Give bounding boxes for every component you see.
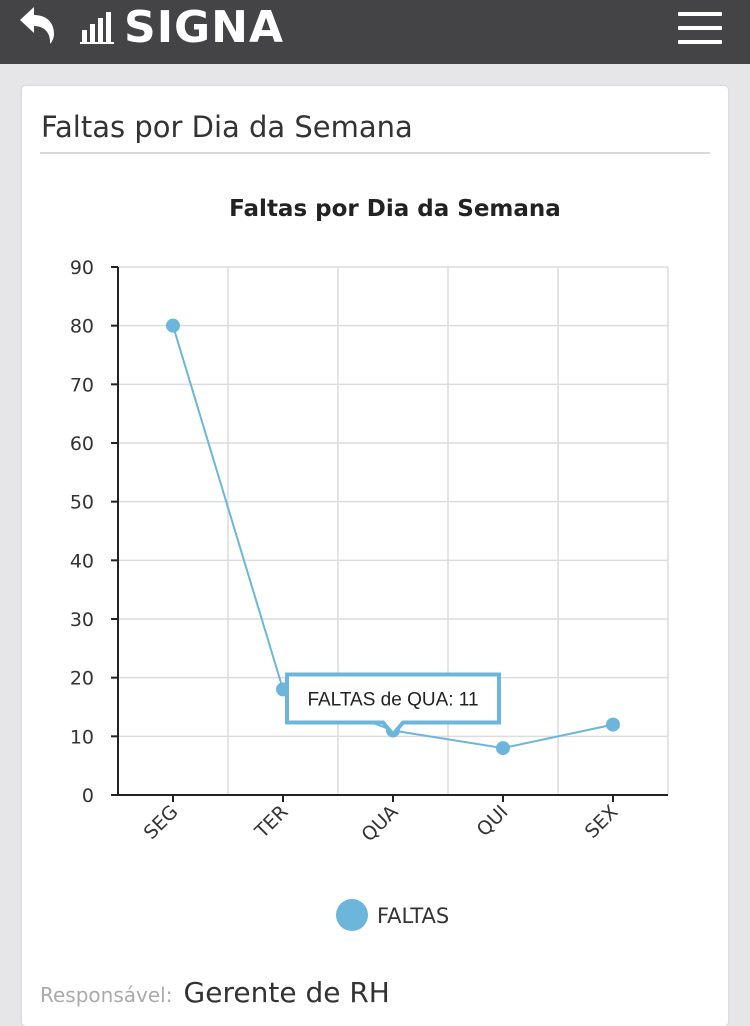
chart-grid xyxy=(118,266,669,795)
x-tick-label: SEX xyxy=(581,801,623,843)
data-point[interactable] xyxy=(606,717,620,732)
y-tick-label: 10 xyxy=(70,726,94,748)
y-axis-ticks: 0 10 20 30 40 50 60 70 80 90 xyxy=(70,257,118,807)
legend-marker[interactable] xyxy=(336,899,368,931)
chart-title: Faltas por Dia da Semana xyxy=(229,196,561,222)
responsible-label: Responsável: xyxy=(40,983,173,1007)
responsible-line: Responsável: Gerente de RH xyxy=(40,976,390,1009)
top-app-bar: SIGNA xyxy=(0,0,750,64)
x-tick-label: QUI xyxy=(473,801,513,841)
chart-tooltip: FALTAS de QUA: 11 xyxy=(285,672,501,738)
card-title: Faltas por Dia da Semana xyxy=(41,110,413,144)
app-logo: SIGNA xyxy=(80,1,285,53)
y-tick-label: 0 xyxy=(82,785,94,807)
data-point[interactable] xyxy=(496,741,510,756)
line-chart: Faltas por Dia da Semana 0 10 20 30 40 50 60 70… xyxy=(70,196,669,931)
bar-chart-logo-icon xyxy=(80,12,114,44)
responsible-value: Gerente de RH xyxy=(183,976,390,1009)
legend-label[interactable]: FALTAS xyxy=(377,904,449,928)
hamburger-menu-icon[interactable] xyxy=(678,12,722,46)
card-divider xyxy=(40,152,710,154)
report-card: Faltas por Dia da Semana Faltas por Dia … xyxy=(22,86,728,1026)
y-tick-label: 50 xyxy=(70,492,94,514)
data-point[interactable] xyxy=(166,318,180,333)
chart-legend[interactable]: FALTAS xyxy=(336,899,449,931)
y-tick-label: 60 xyxy=(70,433,94,455)
y-tick-label: 80 xyxy=(70,316,94,338)
y-tick-label: 90 xyxy=(70,257,94,279)
y-tick-label: 20 xyxy=(70,668,94,690)
x-tick-label: TER xyxy=(250,801,292,843)
tooltip-text: FALTAS de QUA: 11 xyxy=(307,689,478,710)
y-tick-label: 40 xyxy=(70,550,94,572)
app-name: SIGNA xyxy=(124,1,285,53)
x-axis-ticks: SEG TER QUA QUI SEX xyxy=(140,795,623,846)
x-tick-label: SEG xyxy=(140,801,183,844)
x-tick-label: QUA xyxy=(357,801,402,846)
y-tick-label: 30 xyxy=(70,609,94,631)
tooltip-box xyxy=(285,672,501,738)
y-tick-label: 70 xyxy=(70,374,94,396)
back-arrow-icon[interactable] xyxy=(14,2,62,50)
